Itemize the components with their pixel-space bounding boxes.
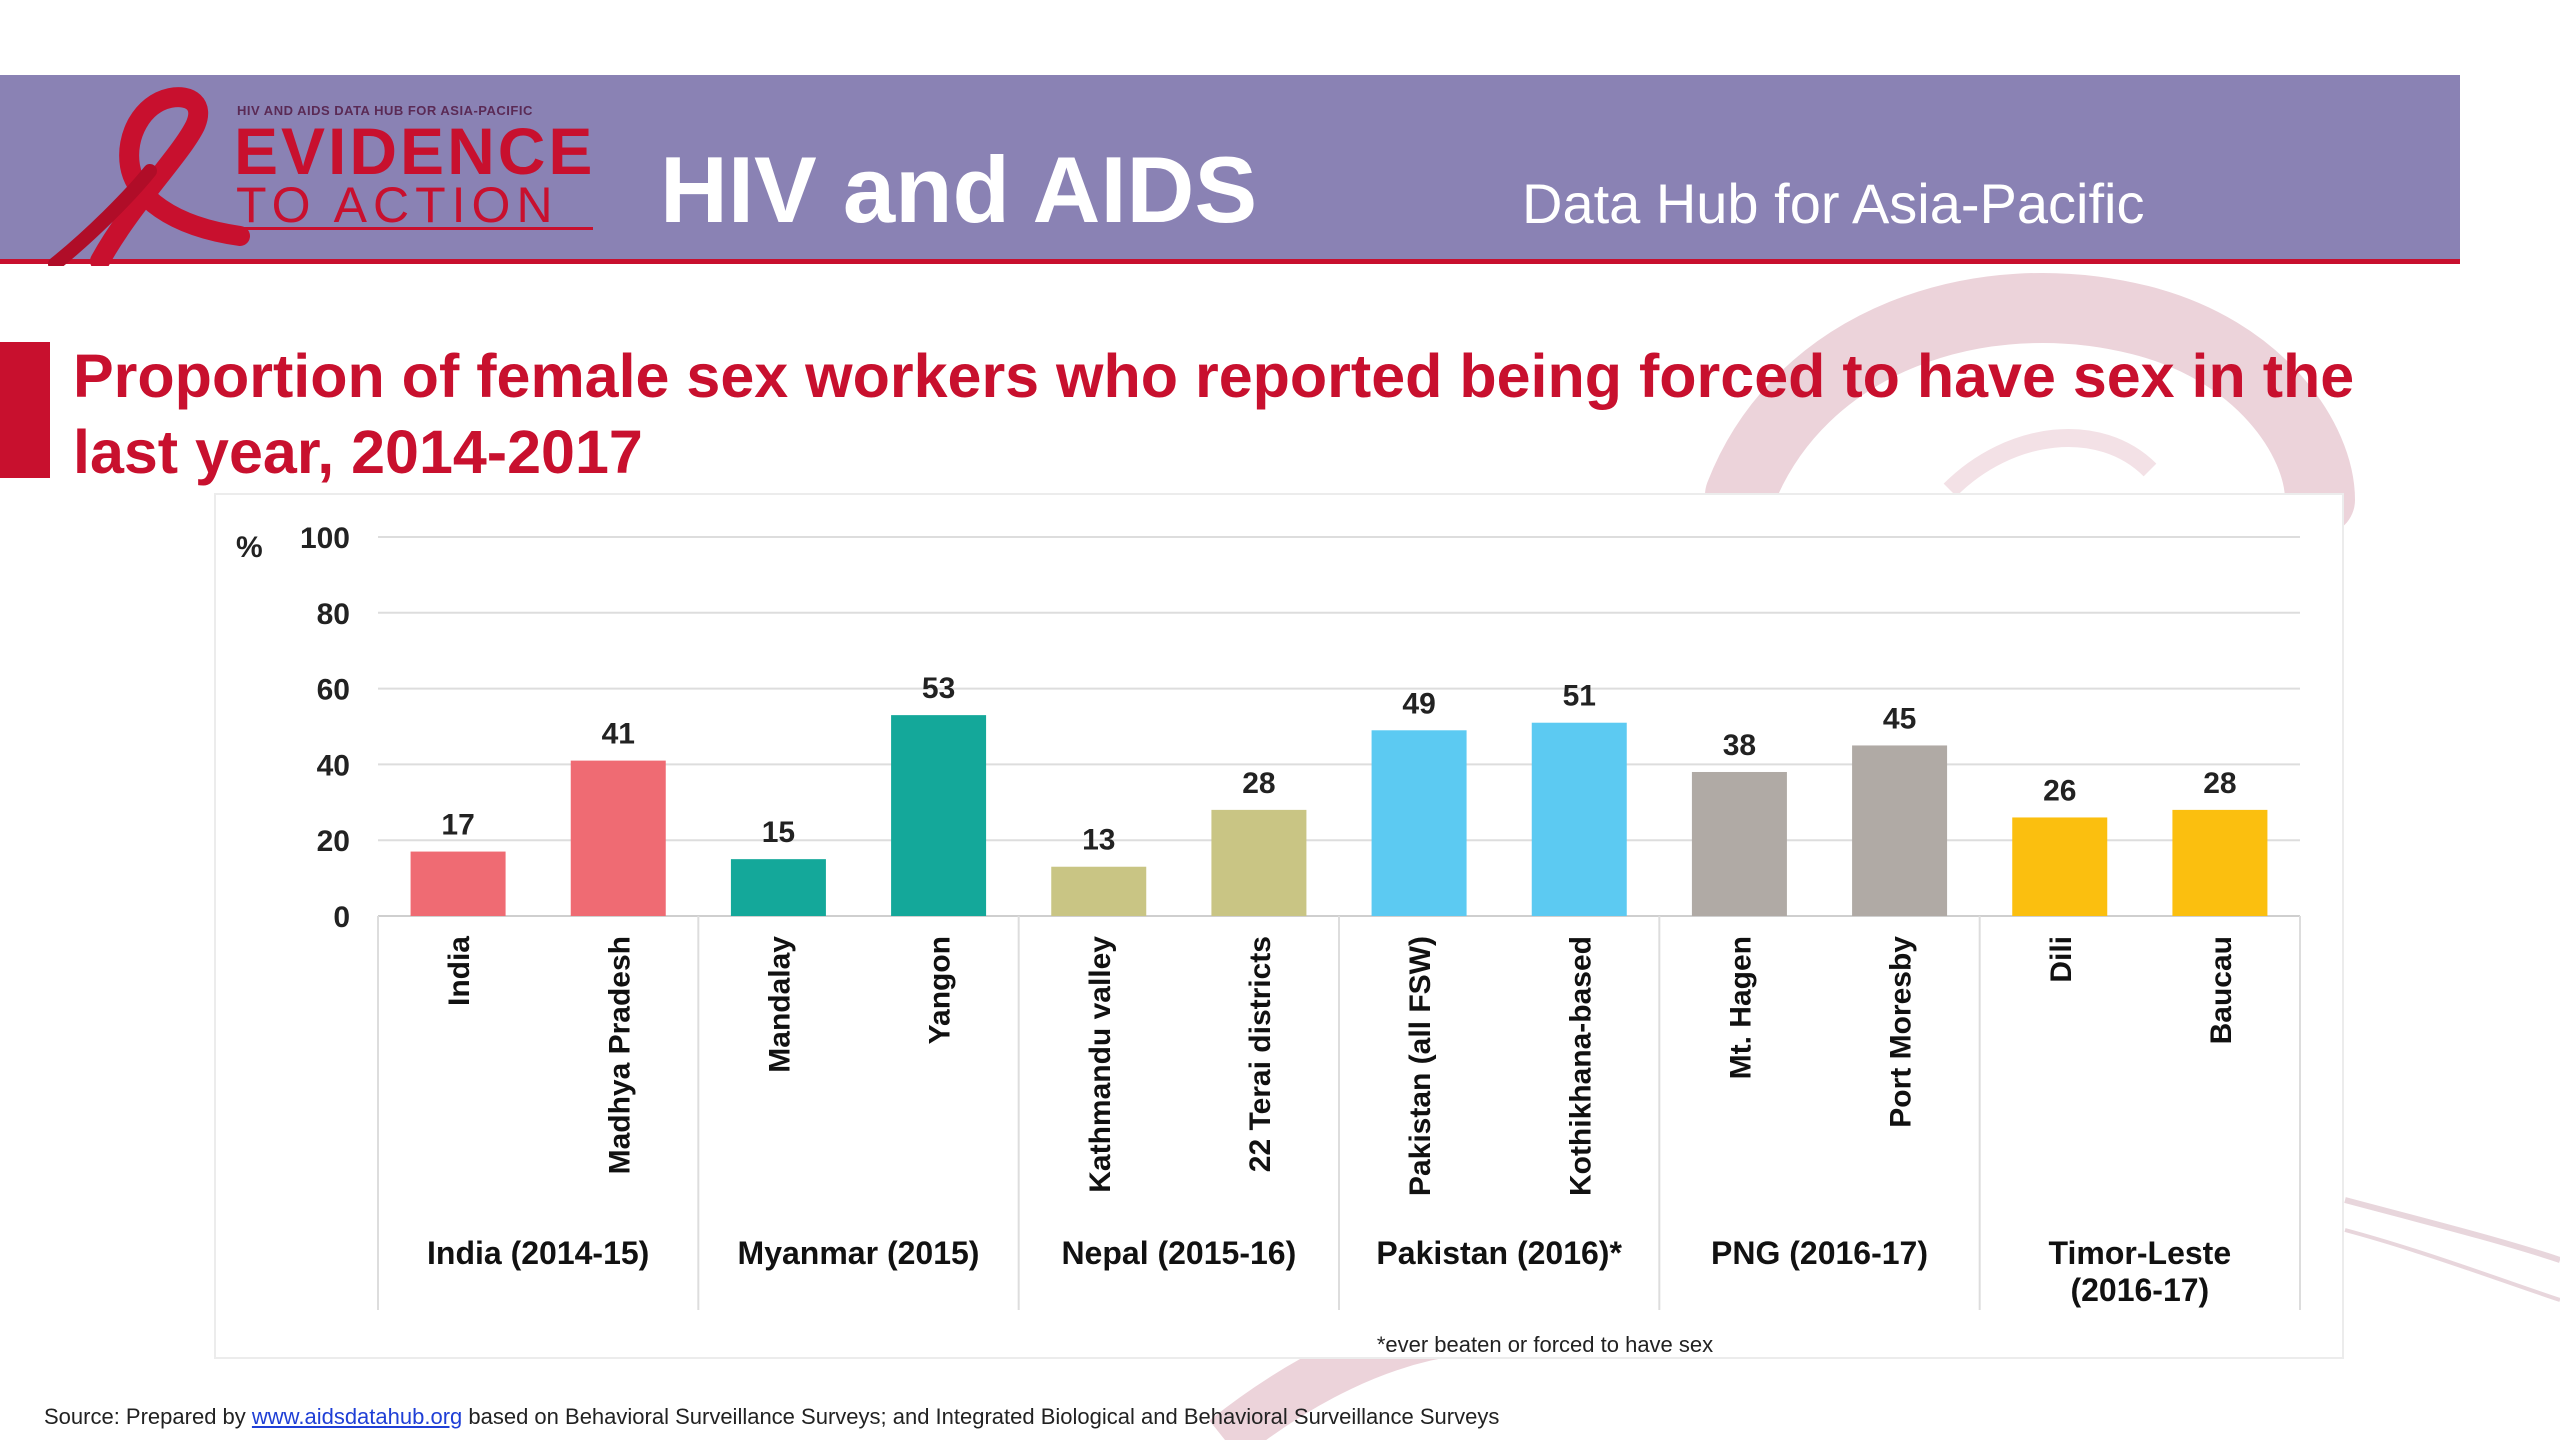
hub-subtitle: Data Hub for Asia-Pacific xyxy=(1522,172,2145,235)
data-label: 53 xyxy=(922,672,955,705)
red-ribbon-logo-icon xyxy=(48,87,250,266)
category-label: 22 Terai districts xyxy=(1244,936,1277,1172)
source-note: Source: Prepared by www.aidsdatahub.org … xyxy=(44,1404,1499,1430)
group-label: (2016-17) xyxy=(2070,1272,2209,1308)
bar xyxy=(730,859,826,916)
title-accent-marker xyxy=(0,342,50,478)
category-label: Kathmandu valley xyxy=(1084,936,1117,1193)
category-label: Baucau xyxy=(2205,936,2238,1044)
bar xyxy=(1211,809,1307,916)
chart-title: Proportion of female sex workers who rep… xyxy=(73,342,2355,486)
category-label: Mandalay xyxy=(763,936,796,1073)
hub-title: HIV and AIDS xyxy=(660,137,1258,242)
group-label: Timor-Leste xyxy=(2049,1235,2232,1271)
data-label: 41 xyxy=(602,718,635,751)
bar xyxy=(1852,745,1948,916)
bar xyxy=(1371,730,1467,916)
group-label: India (2014-15) xyxy=(427,1235,649,1271)
category-label: Yangon xyxy=(924,936,957,1044)
category-label: Mt. Hagen xyxy=(1724,936,1757,1079)
category-label: Dili xyxy=(2045,936,2078,983)
data-label: 51 xyxy=(1563,680,1596,713)
data-label: 15 xyxy=(762,816,795,849)
chart-footnote: *ever beaten or forced to have sex xyxy=(1377,1332,1713,1357)
bar xyxy=(1691,771,1787,916)
data-label: 45 xyxy=(1883,702,1916,735)
chart-panel xyxy=(214,493,2344,1359)
data-label: 38 xyxy=(1723,729,1756,762)
category-label: Pakistan (all FSW) xyxy=(1404,936,1437,1196)
logo-small-text: HIV AND AIDS DATA HUB FOR ASIA-PACIFIC xyxy=(237,103,533,118)
y-tick-label: 20 xyxy=(317,825,350,858)
y-tick-label: 40 xyxy=(317,749,350,782)
data-label: 49 xyxy=(1402,687,1435,720)
category-label: Kothikhana-based xyxy=(1564,936,1597,1196)
group-label: PNG (2016-17) xyxy=(1711,1235,1928,1271)
category-label: Madhya Pradesh xyxy=(603,936,636,1174)
data-label: 13 xyxy=(1082,824,1115,857)
y-tick-label: 100 xyxy=(300,522,350,555)
logo-evidence-text: EVIDENCE xyxy=(234,114,596,188)
header-banner xyxy=(0,75,2460,264)
logo-underline xyxy=(237,227,593,230)
logo-to-action-text: TO ACTION xyxy=(236,177,559,233)
bar xyxy=(2172,809,2268,916)
source-suffix: based on Behavioral Surveillance Surveys… xyxy=(462,1404,1500,1429)
group-label: Myanmar (2015) xyxy=(738,1235,980,1271)
bar xyxy=(2012,817,2108,916)
source-prefix: Source: Prepared by xyxy=(44,1404,252,1429)
category-label: Port Moresby xyxy=(1885,936,1918,1128)
y-tick-label: 0 xyxy=(333,901,350,934)
data-label: 28 xyxy=(1242,767,1275,800)
y-tick-label: 80 xyxy=(317,598,350,631)
data-label: 26 xyxy=(2043,774,2076,807)
bar xyxy=(410,851,506,916)
bar xyxy=(891,715,987,916)
data-label: 28 xyxy=(2203,767,2236,800)
y-tick-label: 60 xyxy=(317,674,350,707)
data-label: 17 xyxy=(441,809,474,842)
group-label: Nepal (2015-16) xyxy=(1061,1235,1296,1271)
category-label: India xyxy=(443,936,476,1006)
bar xyxy=(1051,866,1147,916)
y-axis-label: % xyxy=(236,531,263,564)
bar xyxy=(1531,722,1627,916)
bar xyxy=(570,760,666,916)
aidsdatahub-link[interactable]: www.aidsdatahub.org xyxy=(251,1404,463,1429)
group-label: Pakistan (2016)* xyxy=(1376,1235,1622,1271)
